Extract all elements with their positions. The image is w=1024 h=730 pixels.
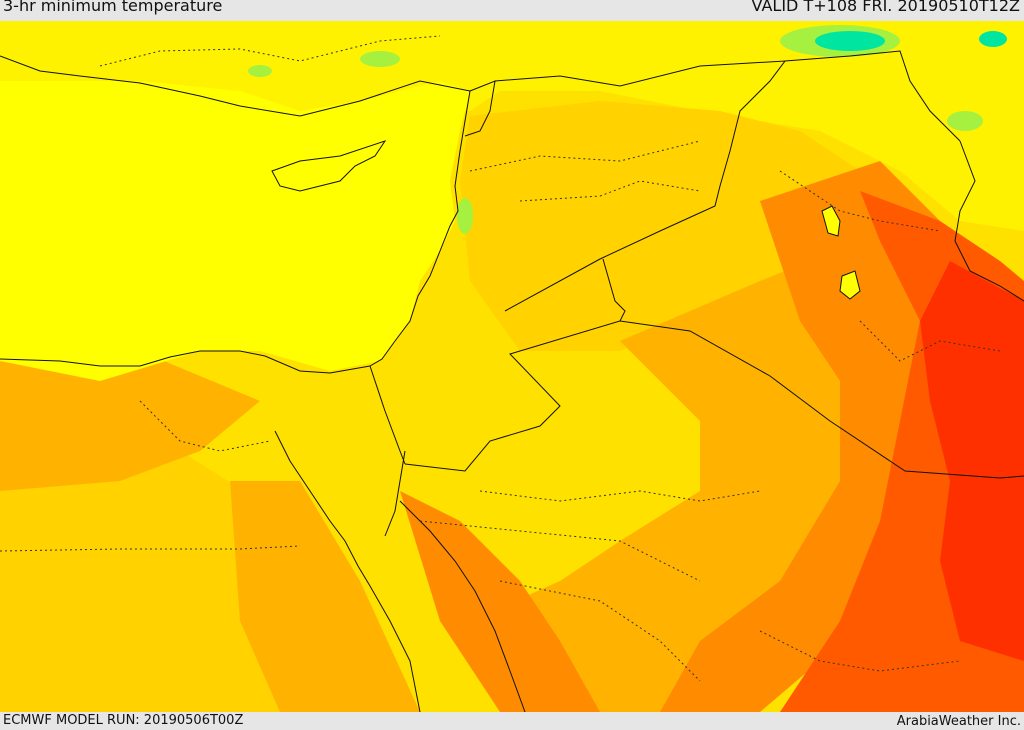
egypt-israel-border [369, 365, 406, 465]
warmer-band-west [0, 351, 260, 491]
iraq-saudi-border [619, 320, 1024, 479]
gulf-aqaba [384, 450, 406, 537]
admin-boundary [0, 545, 301, 552]
sinai-gulf-suez [274, 430, 421, 712]
turkey-syria-border [464, 80, 496, 137]
borders [369, 50, 1024, 479]
cold-patch [979, 31, 1007, 47]
lake [821, 205, 841, 237]
cyprus-island [271, 140, 387, 192]
cold-patch [947, 111, 983, 131]
admin-boundaries [0, 35, 1001, 682]
turkey-coast [0, 55, 471, 117]
persian-gulf-coast [954, 140, 1024, 302]
admin-boundary [519, 180, 701, 202]
admin-boundary [99, 35, 441, 67]
map-canvas [0, 21, 1024, 712]
cold-patch [457, 198, 473, 234]
red-sea-east-coast [399, 500, 526, 712]
admin-boundary [779, 170, 941, 232]
cold-patch [360, 51, 400, 67]
brand-label: ArabiaWeather Inc. [896, 714, 1021, 729]
jordan-saudi-border [404, 258, 626, 472]
coastlines [0, 55, 1024, 712]
cold-patch [815, 31, 885, 51]
admin-boundary [469, 140, 701, 172]
lake [839, 270, 861, 300]
map-title: 3-hr minimum temperature [3, 0, 223, 15]
admin-boundary [479, 490, 761, 502]
warmer-band-south [230, 481, 420, 712]
valid-time-label: VALID T+108 FRI. 20190510T12Z [751, 0, 1020, 15]
map-header: 3-hr minimum temperature VALID T+108 FRI… [0, 0, 1024, 21]
levant-coast [369, 90, 471, 367]
map-footer: ECMWF MODEL RUN: 20190506T00Z ArabiaWeat… [0, 712, 1024, 729]
hot-band [660, 161, 960, 712]
temperature-map [0, 21, 1024, 712]
hottest-band [920, 261, 1024, 661]
iraq-iran-border [784, 50, 961, 142]
admin-boundary [859, 320, 1001, 362]
syria-iraq-border [494, 60, 787, 312]
admin-boundary [419, 520, 701, 582]
hot-band-redsea [400, 491, 600, 712]
cold-patch [248, 65, 272, 77]
model-run-label: ECMWF MODEL RUN: 20190506T00Z [3, 713, 244, 728]
egypt-coast [0, 350, 371, 374]
admin-boundary [499, 580, 701, 682]
